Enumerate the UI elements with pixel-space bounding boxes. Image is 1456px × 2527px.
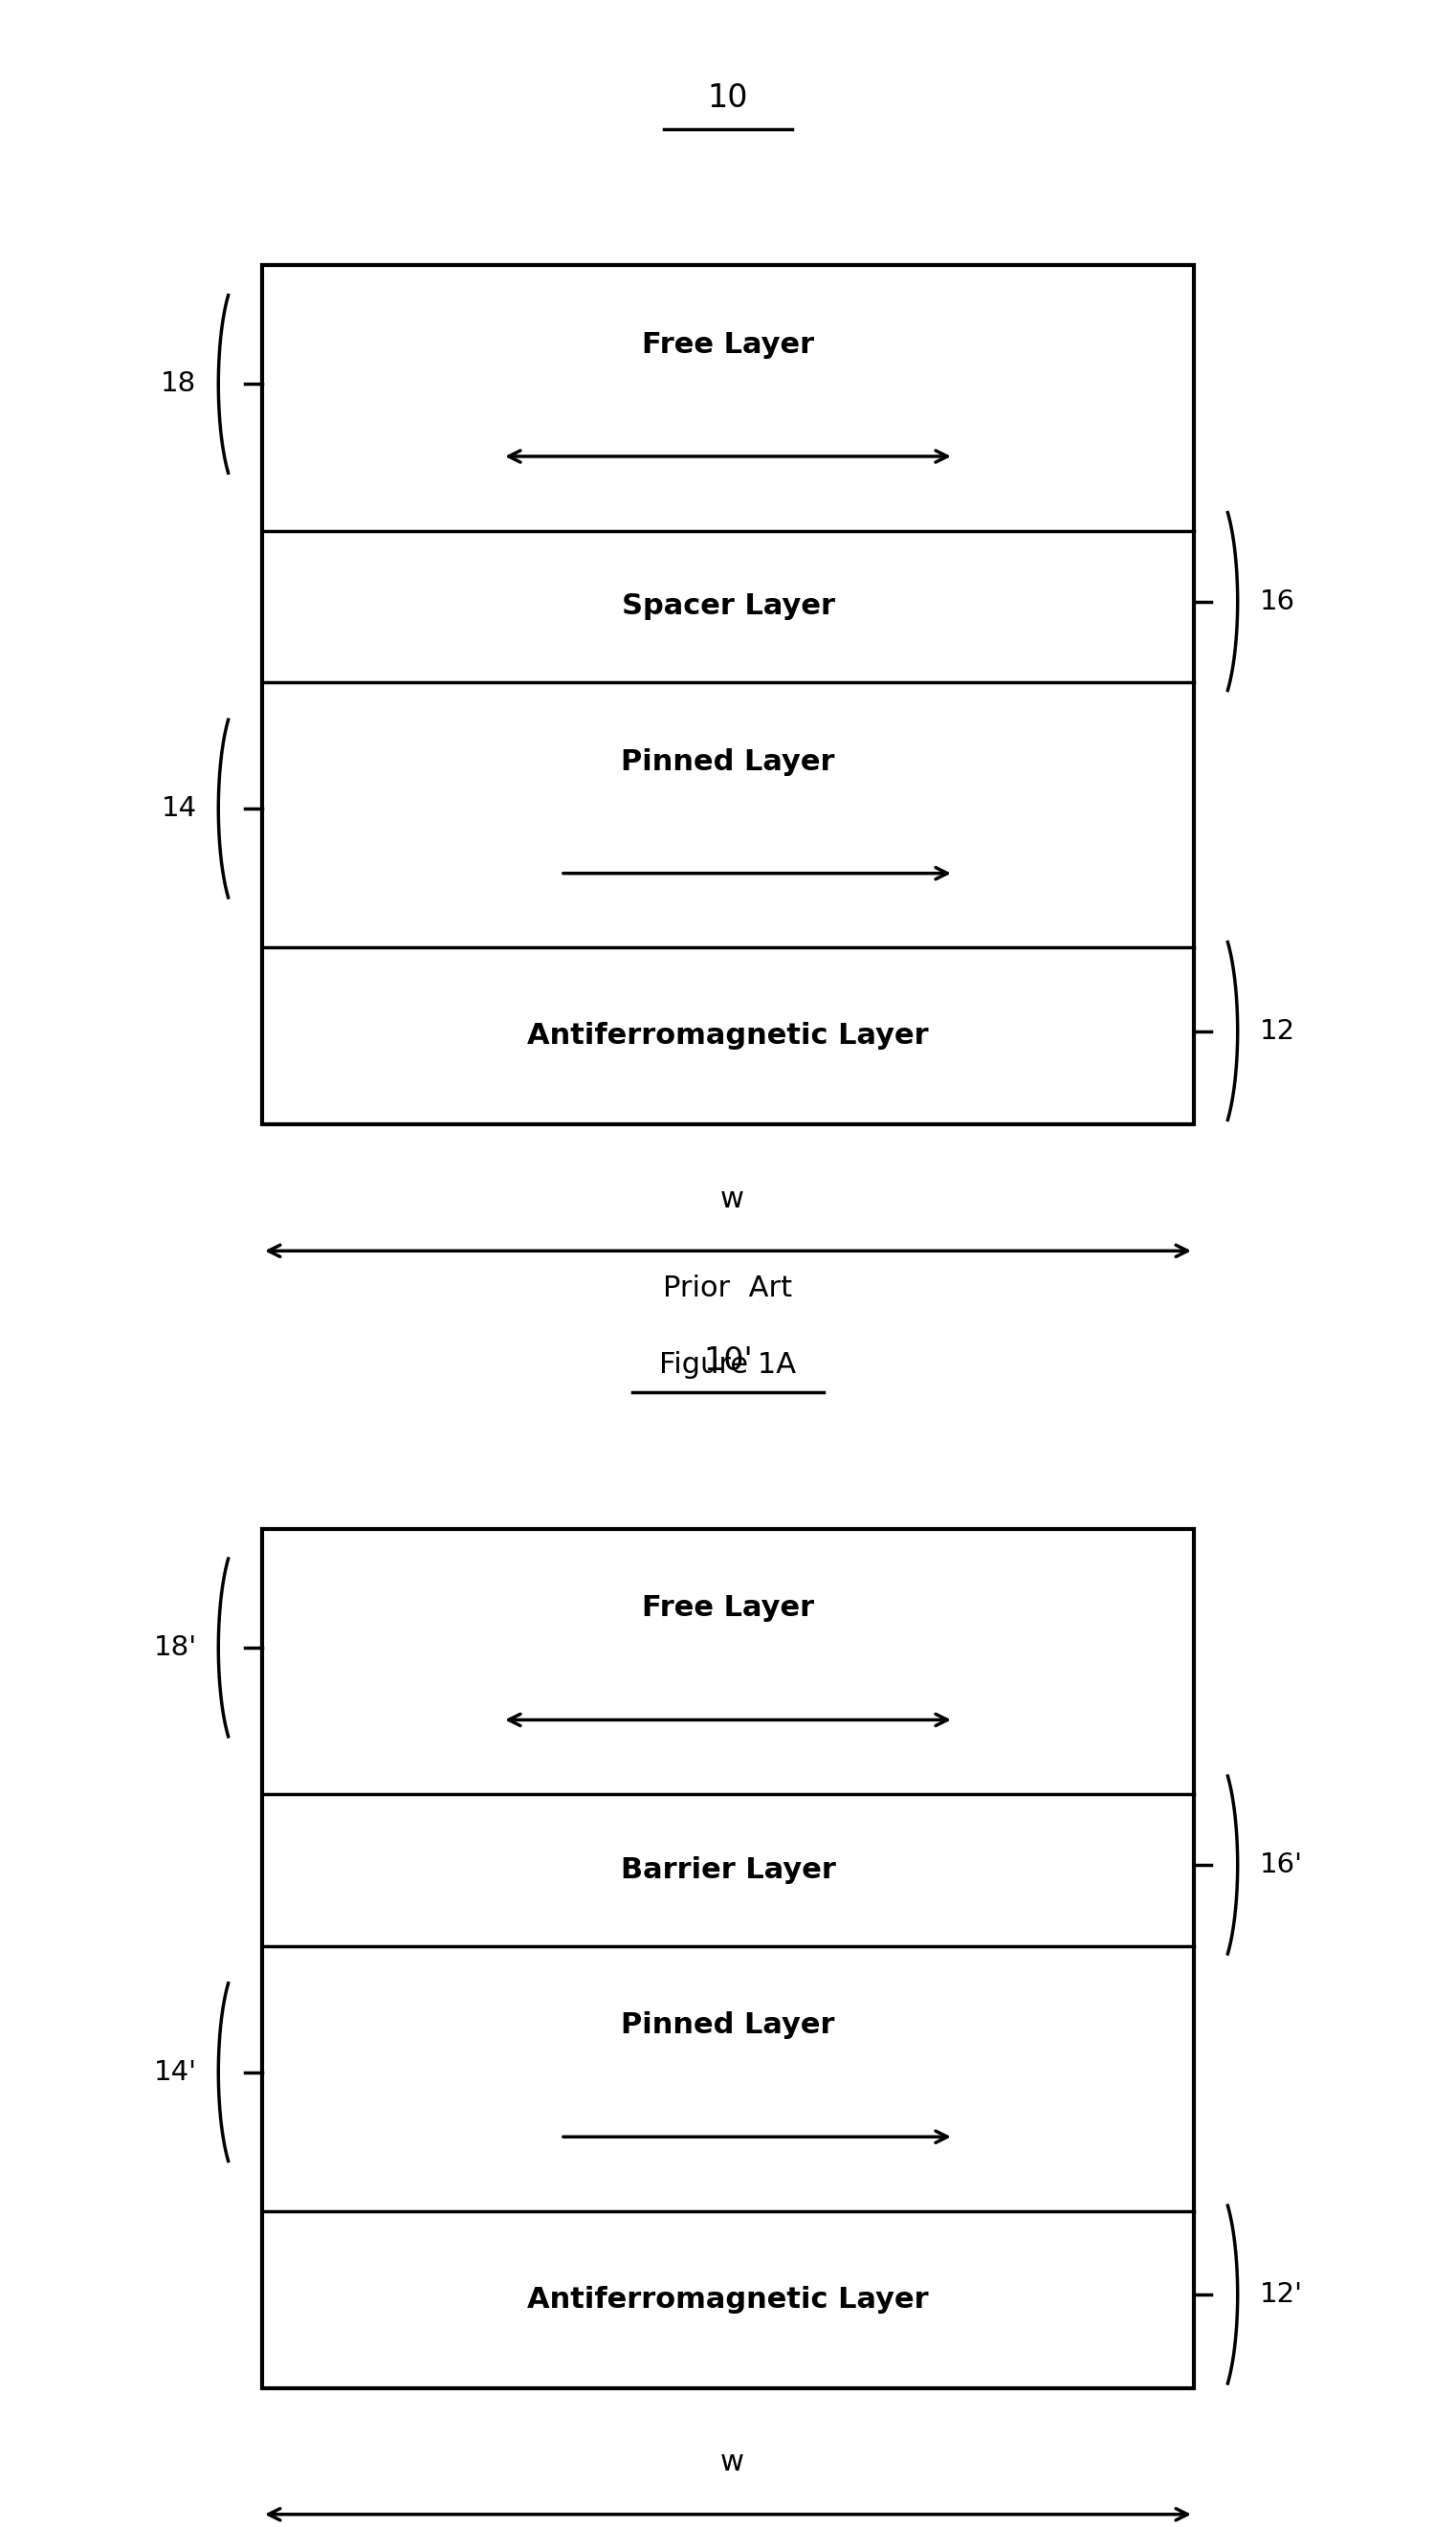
Text: Free Layer: Free Layer [642,1595,814,1622]
Text: 14: 14 [162,796,197,821]
Text: 10': 10' [703,1347,753,1377]
Text: Figure 1A: Figure 1A [660,1352,796,1377]
Text: Prior  Art: Prior Art [664,1276,792,1301]
Bar [262,265,1194,1125]
Text: 18': 18' [153,1635,197,1660]
Text: w: w [721,1185,744,1213]
Text: Antiferromagnetic Layer: Antiferromagnetic Layer [527,2287,929,2312]
Text: 12: 12 [1259,1018,1294,1044]
Text: Spacer Layer: Spacer Layer [622,594,834,619]
Text: Free Layer: Free Layer [642,331,814,359]
Text: Barrier Layer: Barrier Layer [620,1857,836,1883]
Text: Antiferromagnetic Layer: Antiferromagnetic Layer [527,1023,929,1049]
Text: 12': 12' [1259,2282,1303,2307]
Text: 18: 18 [162,371,197,397]
Text: Pinned Layer: Pinned Layer [622,748,834,776]
Text: Pinned Layer: Pinned Layer [622,2011,834,2039]
Bar [262,1529,1194,2388]
Text: 10: 10 [708,83,748,114]
Text: 16': 16' [1259,1852,1303,1878]
Text: 14': 14' [153,2060,197,2085]
Text: w: w [721,2449,744,2476]
Text: 16: 16 [1259,589,1294,614]
